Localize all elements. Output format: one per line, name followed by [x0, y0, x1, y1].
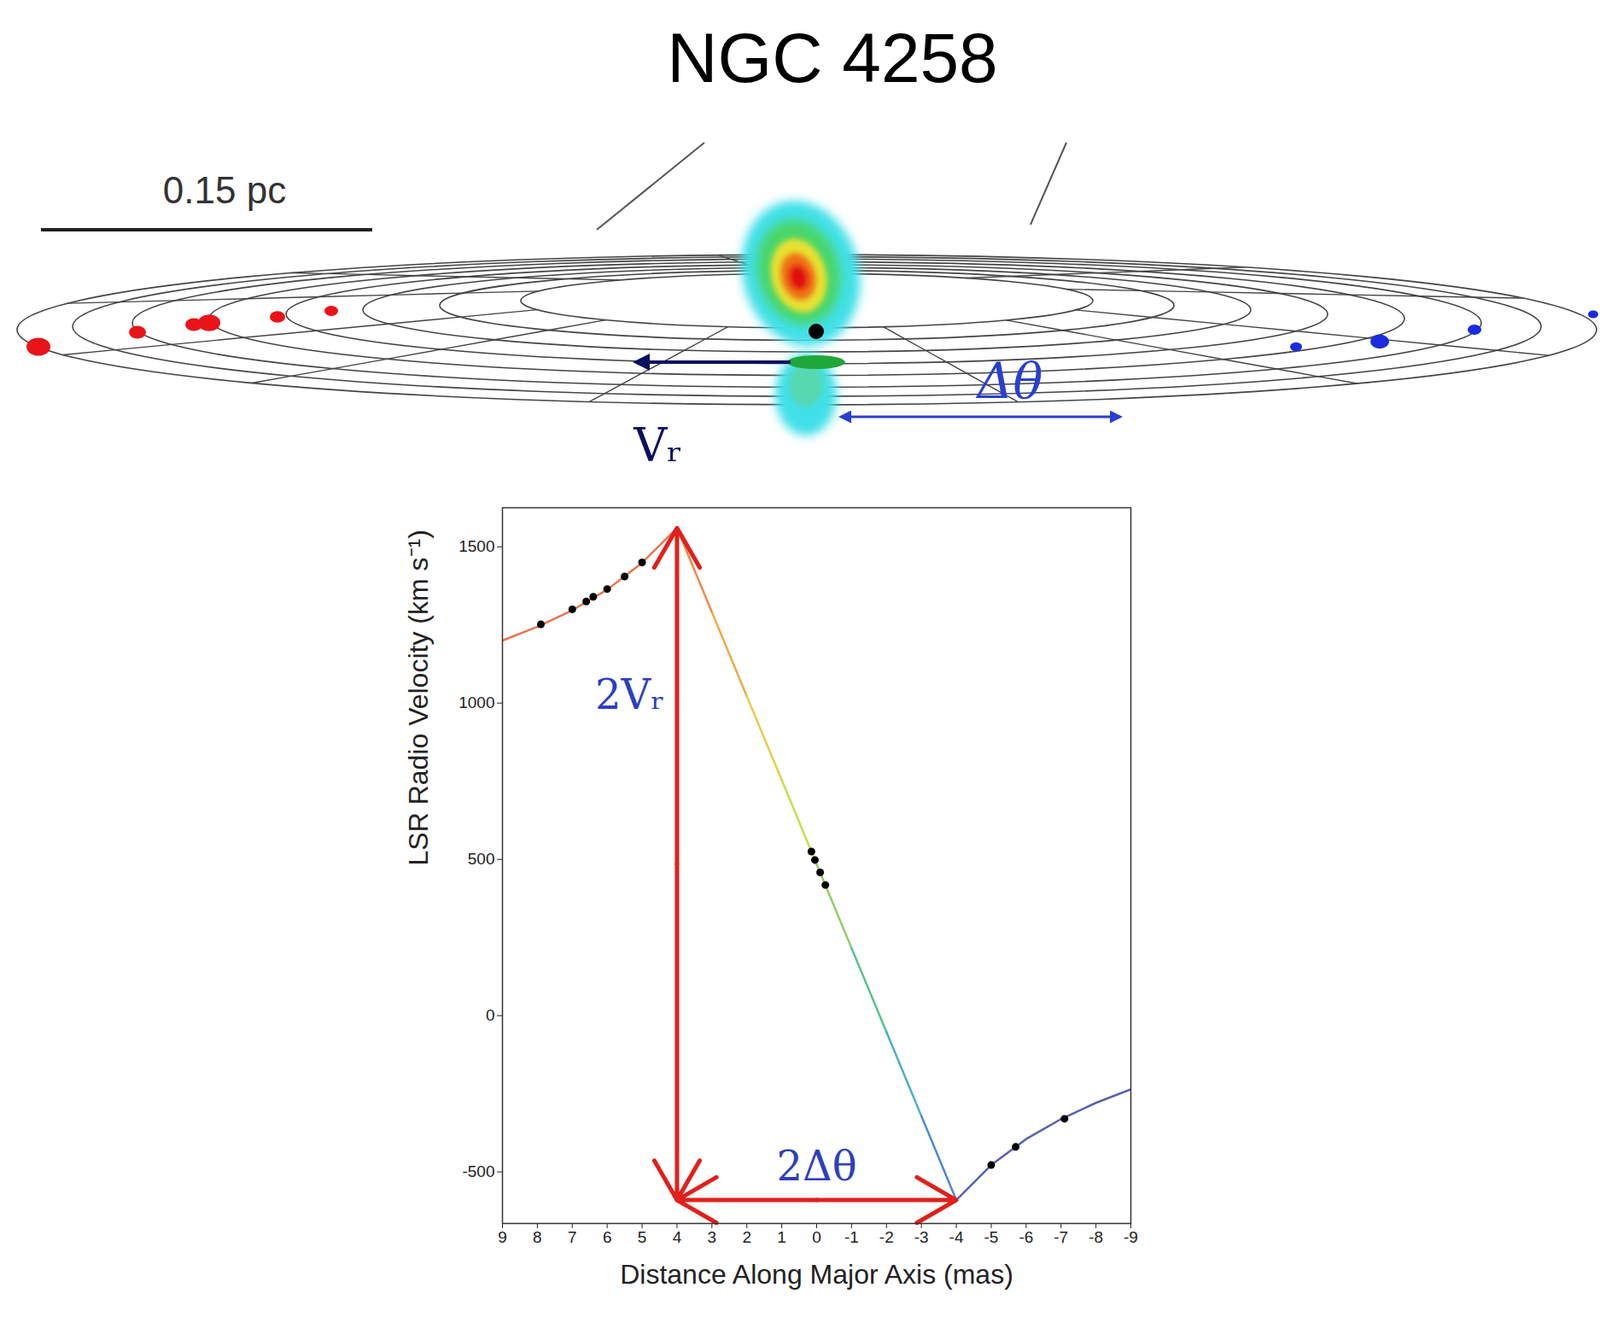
svg-text:Distance Along Major Axis (mas: Distance Along Major Axis (mas)	[619, 1258, 1014, 1290]
svg-text:1500: 1500	[458, 537, 495, 555]
svg-text:-1: -1	[844, 1227, 859, 1246]
svg-text:-4: -4	[949, 1227, 964, 1246]
svg-text:-9: -9	[1123, 1227, 1139, 1246]
svg-text:2Δθ: 2Δθ	[776, 1141, 857, 1190]
svg-text:0.15 pc: 0.15 pc	[163, 169, 287, 211]
svg-text:0: 0	[485, 1005, 496, 1024]
svg-text:2Vᵣ: 2Vᵣ	[595, 670, 666, 719]
svg-text:9: 9	[497, 1227, 508, 1246]
svg-text:7: 7	[567, 1227, 578, 1246]
svg-text:3: 3	[707, 1227, 718, 1246]
svg-text:0: 0	[811, 1227, 822, 1246]
svg-text:6: 6	[602, 1227, 613, 1246]
svg-text:-2: -2	[879, 1227, 894, 1246]
svg-text:2: 2	[741, 1227, 752, 1246]
svg-text:-5: -5	[983, 1227, 999, 1246]
svg-text:-3: -3	[914, 1227, 929, 1246]
svg-text:Δθ: Δθ	[975, 351, 1044, 410]
svg-text:-500: -500	[461, 1162, 495, 1180]
svg-text:-6: -6	[1018, 1227, 1034, 1246]
svg-text:500: 500	[467, 849, 496, 868]
svg-text:8: 8	[532, 1227, 543, 1246]
svg-text:LSR Radio Velocity (km s⁻¹): LSR Radio Velocity (km s⁻¹)	[402, 529, 434, 865]
svg-text:Vᵣ: Vᵣ	[632, 418, 684, 473]
svg-text:5: 5	[637, 1227, 648, 1246]
svg-text:-7: -7	[1053, 1227, 1069, 1246]
svg-text:-8: -8	[1088, 1227, 1104, 1246]
svg-text:NGC 4258: NGC 4258	[666, 18, 998, 97]
svg-text:1000: 1000	[458, 693, 495, 712]
svg-text:1: 1	[776, 1227, 787, 1246]
svg-text:4: 4	[672, 1227, 683, 1246]
